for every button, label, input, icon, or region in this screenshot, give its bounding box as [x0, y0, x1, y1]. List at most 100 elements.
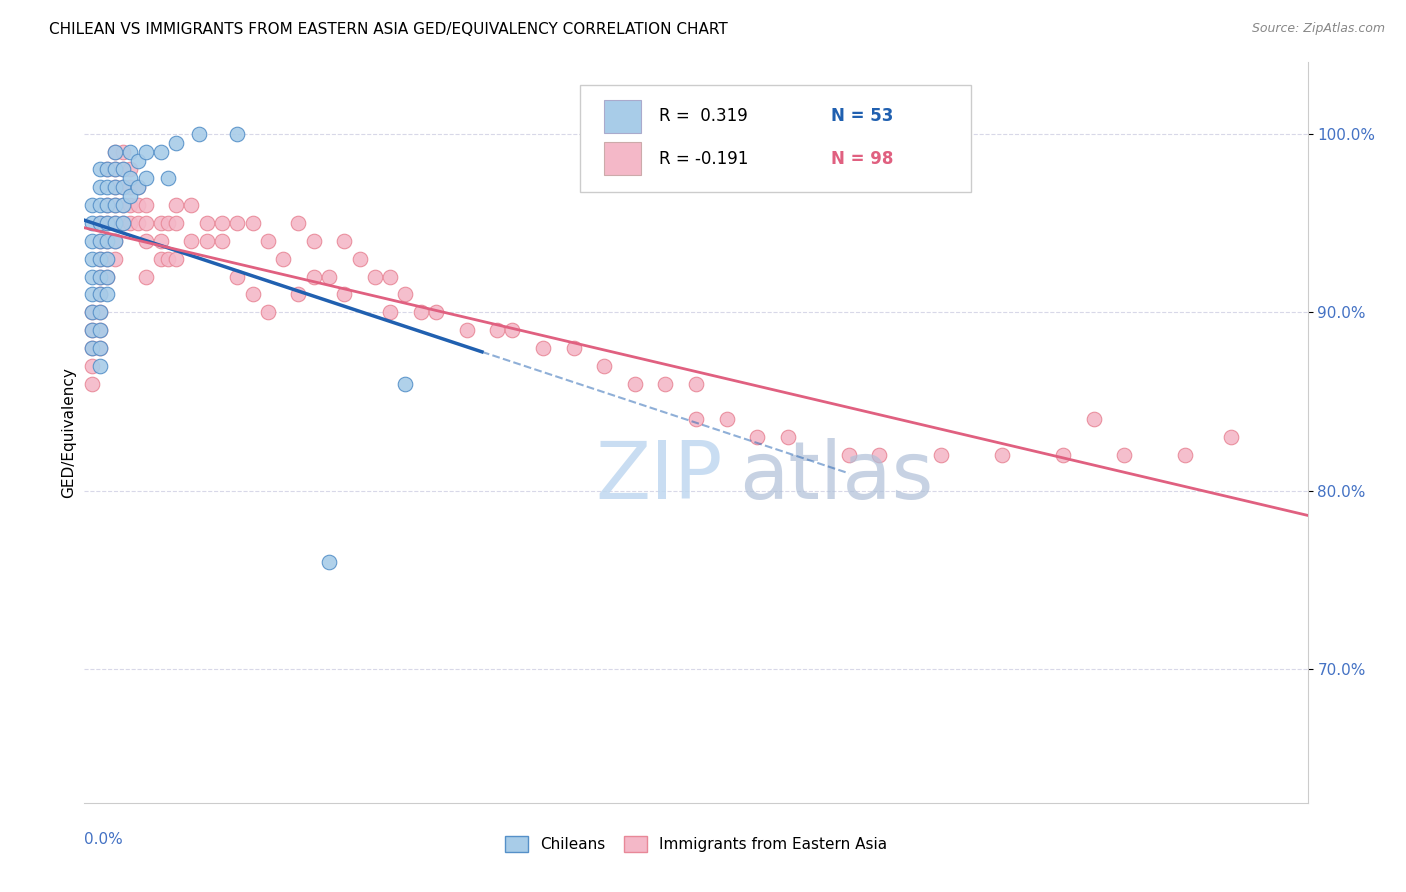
Point	[89, 287, 111, 301]
Point	[89, 180, 111, 194]
Point	[624, 376, 647, 391]
Point	[89, 269, 111, 284]
Point	[120, 180, 142, 194]
Point	[96, 162, 118, 177]
Point	[111, 216, 134, 230]
Point	[104, 180, 127, 194]
Text: R =  0.319: R = 0.319	[659, 108, 748, 126]
Point	[89, 323, 111, 337]
Point	[180, 198, 202, 212]
Point	[165, 252, 187, 266]
Point	[562, 341, 585, 355]
Point	[242, 287, 264, 301]
Point	[120, 145, 142, 159]
Point	[89, 216, 111, 230]
Point	[226, 269, 249, 284]
Point	[531, 341, 554, 355]
Point	[1114, 448, 1136, 462]
Point	[89, 252, 111, 266]
Point	[1083, 412, 1105, 426]
Point	[89, 323, 111, 337]
Point	[104, 145, 127, 159]
Point	[502, 323, 524, 337]
Point	[380, 269, 402, 284]
Point	[96, 252, 118, 266]
Point	[80, 216, 103, 230]
Point	[349, 252, 371, 266]
Text: 0.0%: 0.0%	[84, 832, 124, 847]
Point	[135, 234, 157, 248]
Point	[96, 180, 118, 194]
Point	[869, 448, 891, 462]
Point	[149, 216, 172, 230]
Point	[80, 287, 103, 301]
Point	[89, 162, 111, 177]
Point	[287, 287, 309, 301]
Point	[188, 127, 211, 141]
Point	[96, 269, 118, 284]
Point	[364, 269, 387, 284]
Point	[456, 323, 478, 337]
Point	[80, 252, 103, 266]
Point	[80, 234, 103, 248]
Point	[425, 305, 447, 319]
Point	[80, 341, 103, 355]
Point	[409, 305, 432, 319]
Point	[127, 180, 149, 194]
Point	[104, 234, 127, 248]
Point	[89, 234, 111, 248]
Legend: Chileans, Immigrants from Eastern Asia: Chileans, Immigrants from Eastern Asia	[499, 830, 893, 858]
Point	[80, 323, 103, 337]
Point	[195, 216, 218, 230]
Point	[80, 269, 103, 284]
Point	[120, 216, 142, 230]
Point	[89, 198, 111, 212]
Point	[149, 145, 172, 159]
Point	[394, 376, 416, 391]
Point	[111, 180, 134, 194]
Point	[80, 359, 103, 373]
Point	[104, 145, 127, 159]
Point	[318, 269, 340, 284]
Point	[929, 448, 952, 462]
Point	[104, 234, 127, 248]
Point	[302, 269, 325, 284]
Point	[149, 234, 172, 248]
Point	[593, 359, 616, 373]
Point	[135, 198, 157, 212]
Point	[89, 341, 111, 355]
Point	[149, 252, 172, 266]
Text: CHILEAN VS IMMIGRANTS FROM EASTERN ASIA GED/EQUIVALENCY CORRELATION CHART: CHILEAN VS IMMIGRANTS FROM EASTERN ASIA …	[49, 22, 728, 37]
Point	[157, 252, 180, 266]
Point	[80, 305, 103, 319]
Point	[89, 287, 111, 301]
Point	[111, 198, 134, 212]
Text: R = -0.191: R = -0.191	[659, 150, 748, 168]
Point	[165, 198, 187, 212]
Point	[80, 323, 103, 337]
Point	[991, 448, 1014, 462]
Point	[104, 216, 127, 230]
Point	[80, 341, 103, 355]
Point	[104, 162, 127, 177]
Point	[318, 555, 340, 569]
FancyBboxPatch shape	[605, 142, 641, 176]
Point	[96, 162, 118, 177]
Point	[80, 376, 103, 391]
Point	[120, 189, 142, 203]
Point	[165, 136, 187, 150]
Point	[157, 171, 180, 186]
Text: ZIP: ZIP	[596, 438, 723, 516]
Point	[96, 234, 118, 248]
Point	[89, 252, 111, 266]
Point	[96, 198, 118, 212]
Point	[111, 198, 134, 212]
Point	[226, 216, 249, 230]
Point	[127, 180, 149, 194]
FancyBboxPatch shape	[605, 100, 641, 133]
Point	[80, 305, 103, 319]
Point	[120, 171, 142, 186]
Point	[157, 216, 180, 230]
Point	[96, 216, 118, 230]
Point	[120, 162, 142, 177]
